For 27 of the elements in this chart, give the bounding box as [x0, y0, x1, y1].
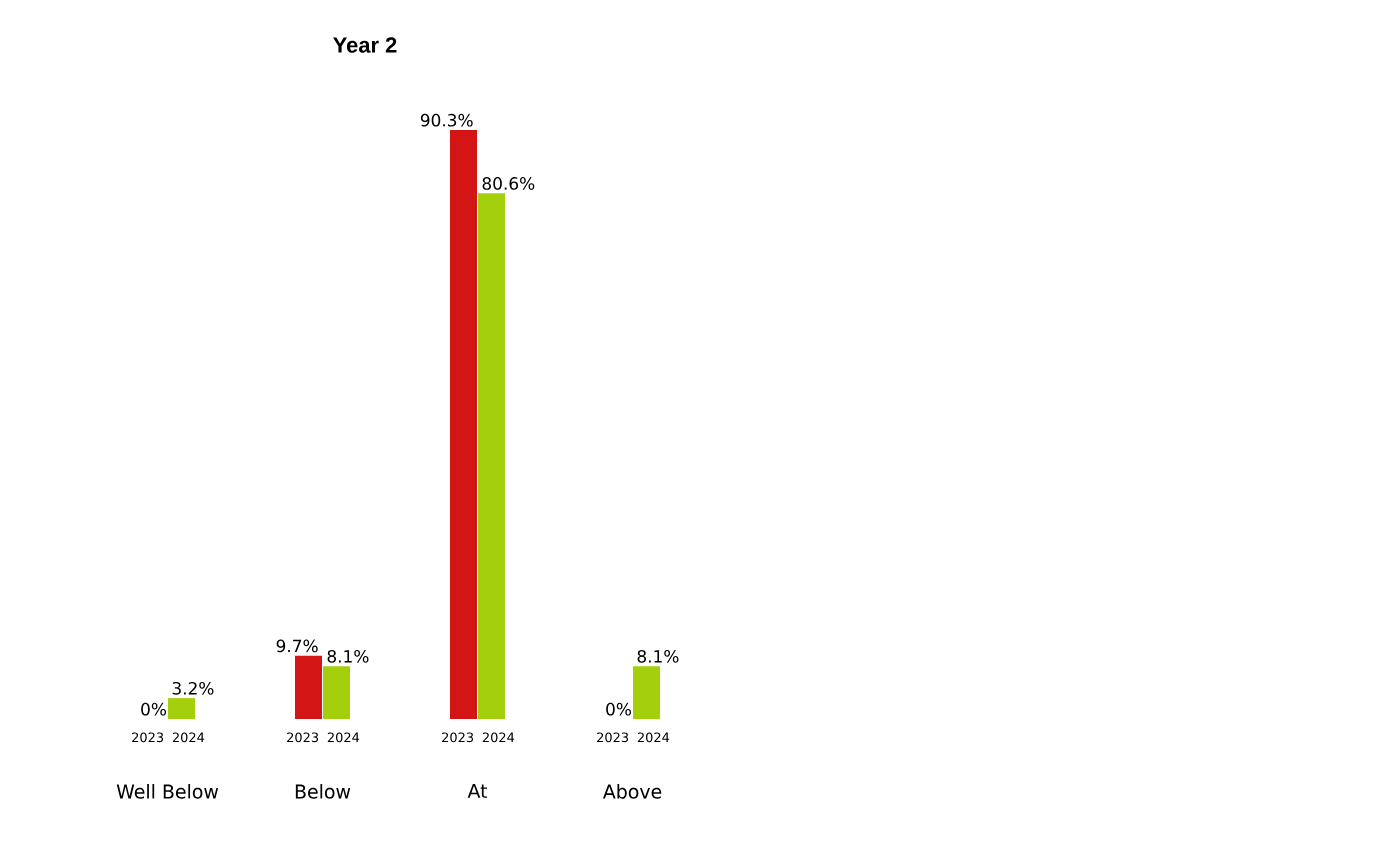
data-label: 8.1%	[327, 649, 369, 663]
x-tick-label: Below	[295, 784, 351, 799]
x-tick-label: At	[467, 784, 488, 798]
text: 2024	[637, 732, 670, 743]
bar	[478, 193, 506, 719]
bar	[323, 666, 351, 719]
text: 2023	[442, 732, 474, 743]
data-label: 90.3%	[420, 113, 473, 127]
bar	[168, 698, 196, 719]
bar	[295, 655, 323, 719]
data-label: 8.1%	[637, 649, 679, 663]
data-label: 3.2%	[172, 681, 214, 695]
text: 2023	[597, 732, 629, 743]
text: 2023	[132, 732, 164, 743]
chart-title: Year 2	[333, 37, 397, 53]
bar	[450, 129, 478, 719]
data-label: 0%	[606, 702, 631, 716]
data-label: 0%	[141, 702, 167, 716]
text: 2024	[327, 732, 360, 743]
series-label: 2024	[172, 732, 205, 743]
text: 2024	[482, 732, 515, 743]
series-label: 2023	[287, 732, 319, 743]
data-label: 9.7%	[276, 639, 318, 653]
bar	[633, 666, 661, 719]
x-tick-label: Well Below	[116, 784, 219, 799]
x-tick-label: Above	[602, 784, 662, 799]
data-label: 80.6%	[482, 177, 535, 190]
